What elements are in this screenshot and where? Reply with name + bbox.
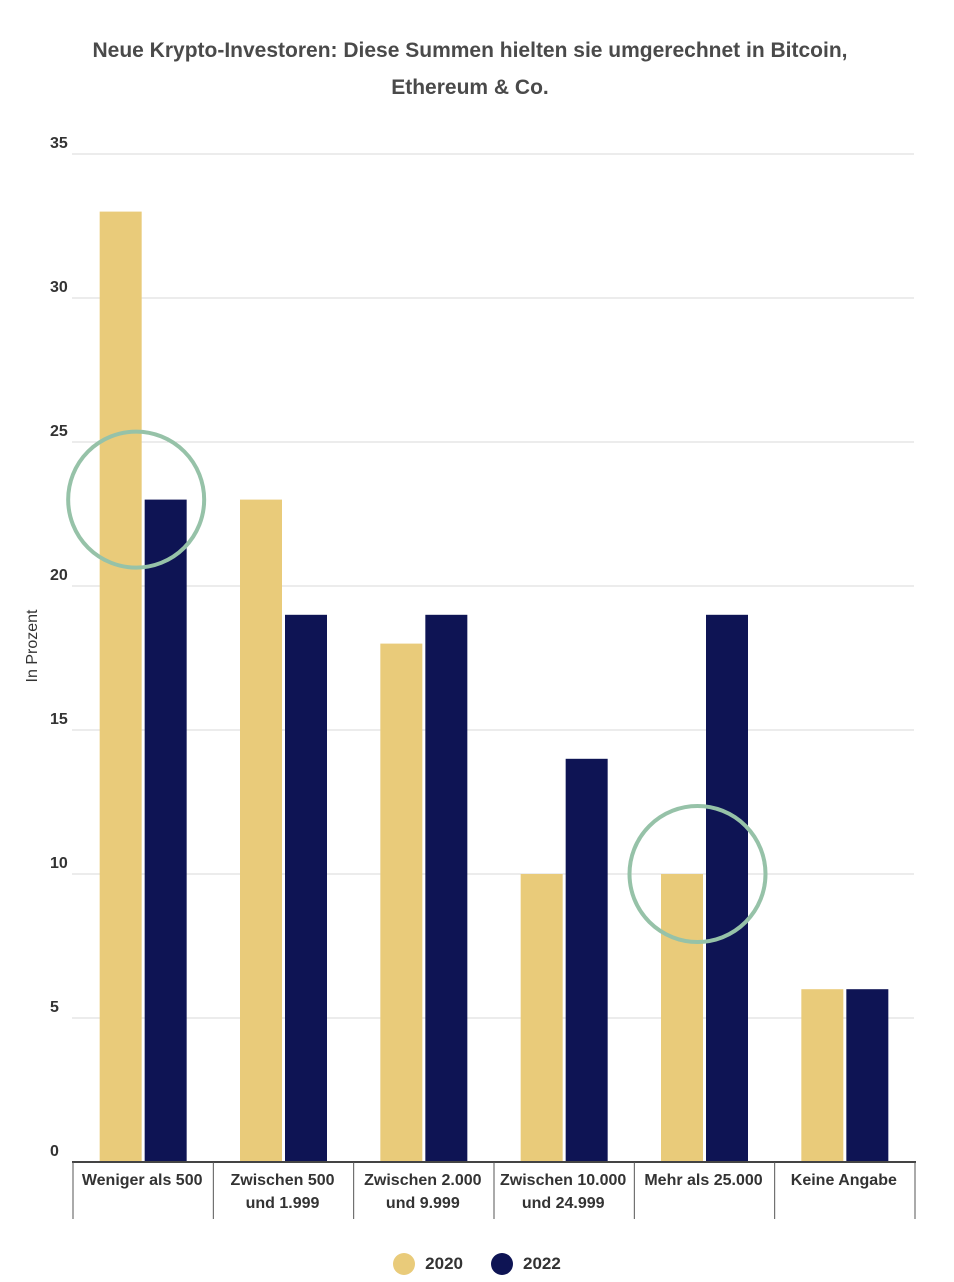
bar-2022-1 [285,614,327,1162]
bar-2020-1 [240,499,282,1163]
y-tick-label: 15 [50,711,68,728]
x-tick-label: Zwischen 500 [230,1172,334,1189]
y-tick-label: 25 [50,423,68,440]
bar-2020-4 [661,874,703,1162]
x-tick-label: Zwischen 2.000 [364,1172,481,1189]
highlight-circle-1 [627,804,768,944]
chart-title: Neue Krypto-Investoren: Diese Summen hie… [0,32,940,106]
y-axis-label: In Prozent [24,609,41,682]
legend-label-2022: 2022 [523,1254,561,1273]
bar-2022-4 [706,614,748,1162]
x-tick-label: Zwischen 10.000 [500,1172,626,1189]
x-tick-label: und 9.999 [386,1195,460,1212]
chart-title-line1: Neue Krypto-Investoren: Diese Summen hie… [92,39,848,62]
y-tick-label: 5 [50,999,59,1016]
bar-2022-3 [565,758,608,1162]
bar-2022-0 [144,499,187,1163]
legend: 2020 2022 [0,1250,954,1278]
legend-swatch-2022 [491,1253,513,1275]
legend-item-2022: 2022 [491,1253,561,1275]
y-tick-label: 10 [50,855,68,872]
bar-2020-2 [380,643,423,1162]
bar-2022-5 [846,989,889,1162]
legend-label-2020: 2020 [425,1254,463,1273]
x-tick-label: Keine Angabe [791,1172,897,1189]
bar-2020-5 [801,989,844,1162]
x-tick-label: Mehr als 25.000 [644,1172,762,1189]
bar-2020-3 [520,874,563,1162]
chart-title-line2: Ethereum & Co. [391,76,549,99]
legend-item-2020: 2020 [393,1253,463,1275]
x-tick-label: und 1.999 [246,1195,320,1212]
bar-2022-2 [425,614,468,1162]
highlight-circle-0 [66,429,207,570]
y-tick-label: 0 [50,1143,59,1160]
y-tick-label: 35 [50,135,68,152]
x-tick-label: Weniger als 500 [82,1172,203,1189]
y-tick-label: 30 [50,279,68,296]
y-tick-label: 20 [50,567,68,584]
x-tick-label: und 24.999 [522,1195,605,1212]
bar-chart: 0 5 10 15 20 25 30 35 In Prozent Weniger als 500 Z… [24,135,916,1219]
bar-2020-0 [99,211,142,1163]
legend-swatch-2020 [393,1253,416,1275]
